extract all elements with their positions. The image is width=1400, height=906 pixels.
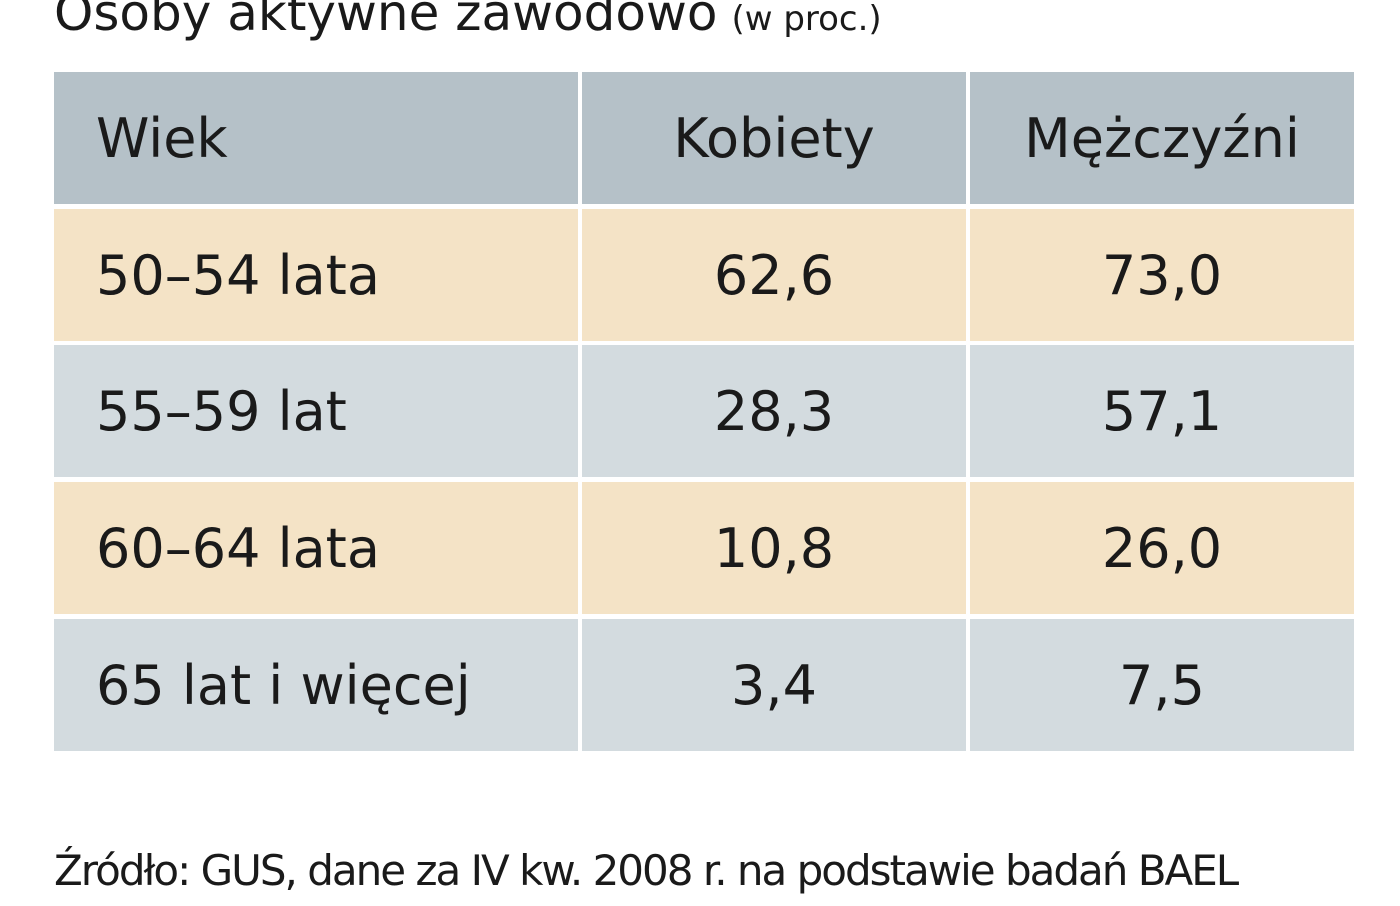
chart-title-block: Osoby aktywne zawodowo (w proc.) — [54, 0, 882, 48]
header-kobiety: Kobiety — [582, 72, 966, 204]
header-wiek: Wiek — [54, 72, 578, 204]
row-age-label: 65 lat i więcej — [54, 619, 578, 751]
row-age-label: 55–59 lat — [54, 345, 578, 477]
data-table: Wiek Kobiety Mężczyźni 50–54 lata 62,6 7… — [54, 72, 1354, 752]
row-kobiety-value: 28,3 — [582, 345, 966, 477]
source-note: Źródło: GUS, dane za IV kw. 2008 r. na p… — [54, 846, 1239, 895]
header-mezczyzni: Mężczyźni — [970, 72, 1354, 204]
row-kobiety-value: 10,8 — [582, 482, 966, 614]
table-header-row: Wiek Kobiety Mężczyźni — [54, 72, 1354, 204]
row-mezczyzni-value: 57,1 — [970, 345, 1354, 477]
table-row: 60–64 lata 10,8 26,0 — [54, 482, 1354, 614]
table-row: 65 lat i więcej 3,4 7,5 — [54, 619, 1354, 751]
table-row: 55–59 lat 28,3 57,1 — [54, 345, 1354, 477]
chart-unit: (w proc.) — [731, 0, 882, 39]
row-mezczyzni-value: 7,5 — [970, 619, 1354, 751]
row-age-label: 50–54 lata — [54, 209, 578, 341]
row-kobiety-value: 62,6 — [582, 209, 966, 341]
row-kobiety-value: 3,4 — [582, 619, 966, 751]
table-row: 50–54 lata 62,6 73,0 — [54, 209, 1354, 341]
row-age-label: 60–64 lata — [54, 482, 578, 614]
chart-title: Osoby aktywne zawodowo — [54, 0, 718, 42]
row-mezczyzni-value: 26,0 — [970, 482, 1354, 614]
row-mezczyzni-value: 73,0 — [970, 209, 1354, 341]
